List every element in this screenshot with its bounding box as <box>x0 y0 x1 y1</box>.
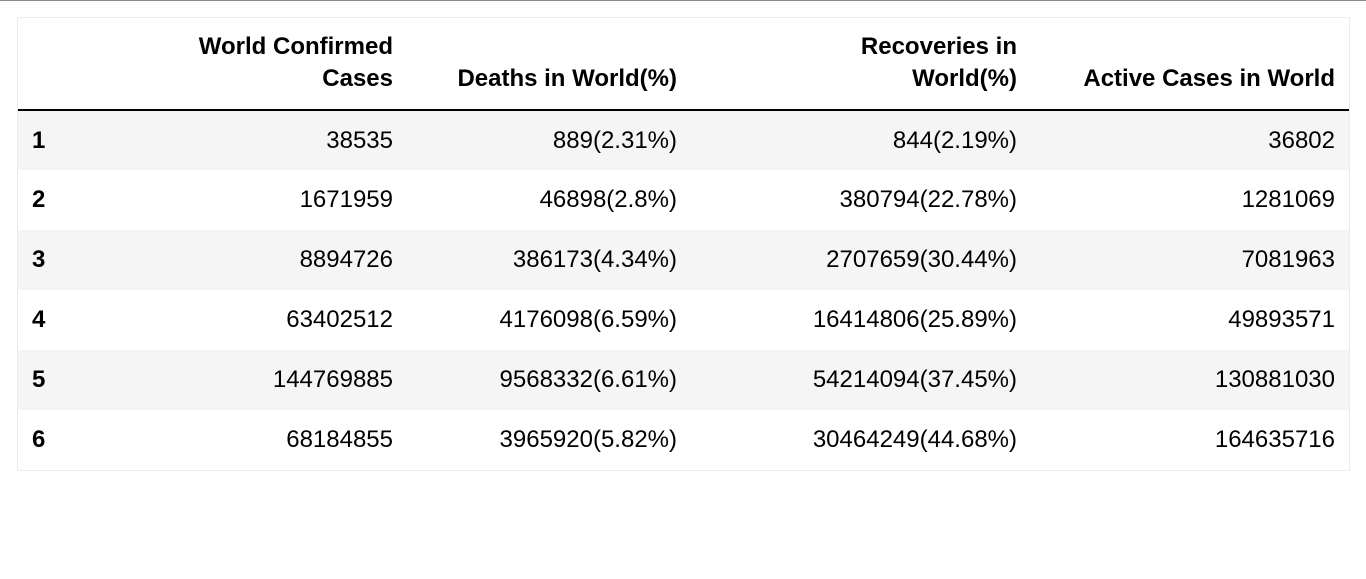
cell-deaths-in-world: 9568332(6.61%) <box>499 366 677 393</box>
window-top-border <box>0 0 1366 1</box>
cell-recoveries-in-world: 54214094(37.45%) <box>812 366 1017 393</box>
cell-world-confirmed-cases: 1671959 <box>299 186 393 213</box>
table-row: 5 144769885 9568332(6.61%) 54214094(37.4… <box>18 350 1349 410</box>
row-index: 5 <box>32 366 46 393</box>
row-index: 3 <box>32 246 46 273</box>
cell-world-confirmed-cases: 144769885 <box>272 366 393 393</box>
cell-world-confirmed-cases: 63402512 <box>286 306 393 333</box>
table-row: 1 38535 889(2.31%) 844(2.19%) 36802 <box>18 110 1349 170</box>
cell-recoveries-in-world: 844(2.19%) <box>892 126 1017 154</box>
cell-deaths-in-world: 46898(2.8%) <box>539 186 677 213</box>
cell-world-confirmed-cases: 38535 <box>326 126 393 154</box>
row-index: 4 <box>32 306 46 333</box>
row-index: 6 <box>32 426 46 453</box>
index-column-header <box>18 18 126 111</box>
dataframe-output: World Confirmed Cases Deaths in World(%)… <box>17 17 1350 471</box>
cell-deaths-in-world: 889(2.31%) <box>552 126 677 154</box>
cell-active-cases-in-world: 164635716 <box>1214 426 1335 453</box>
row-index: 2 <box>32 186 46 213</box>
cell-world-confirmed-cases: 8894726 <box>299 246 393 273</box>
world-cases-table: World Confirmed Cases Deaths in World(%)… <box>18 18 1349 470</box>
table-body: 1 38535 889(2.31%) 844(2.19%) 36802 2 16… <box>18 110 1349 470</box>
cell-active-cases-in-world: 36802 <box>1268 126 1335 154</box>
cell-active-cases-in-world: 7081963 <box>1241 246 1335 273</box>
cell-deaths-in-world: 3965920(5.82%) <box>499 426 677 453</box>
cell-active-cases-in-world: 1281069 <box>1241 186 1335 213</box>
cell-recoveries-in-world: 2707659(30.44%) <box>826 246 1017 273</box>
cell-active-cases-in-world: 49893571 <box>1228 306 1335 333</box>
cell-deaths-in-world: 4176098(6.59%) <box>499 306 677 333</box>
table-row: 3 8894726 386173(4.34%) 2707659(30.44%) … <box>18 230 1349 290</box>
cell-recoveries-in-world: 16414806(25.89%) <box>812 306 1017 333</box>
cell-recoveries-in-world: 30464249(44.68%) <box>812 426 1017 453</box>
cell-world-confirmed-cases: 68184855 <box>286 426 393 453</box>
column-header-world-confirmed-cases: World Confirmed Cases <box>126 18 407 111</box>
column-header-active-cases-in-world: Active Cases in World <box>1031 18 1349 111</box>
table-header: World Confirmed Cases Deaths in World(%)… <box>18 18 1349 111</box>
column-header-recoveries-in-world: Recoveries in World(%) <box>691 18 1031 111</box>
row-index: 1 <box>32 126 46 154</box>
table-row: 6 68184855 3965920(5.82%) 30464249(44.68… <box>18 410 1349 470</box>
cell-active-cases-in-world: 130881030 <box>1214 366 1335 393</box>
table-row: 2 1671959 46898(2.8%) 380794(22.78%) 128… <box>18 170 1349 230</box>
table-row: 4 63402512 4176098(6.59%) 16414806(25.89… <box>18 290 1349 350</box>
cell-deaths-in-world: 386173(4.34%) <box>512 246 677 273</box>
header-row: World Confirmed Cases Deaths in World(%)… <box>18 18 1349 111</box>
column-header-deaths-in-world: Deaths in World(%) <box>407 18 691 111</box>
cell-recoveries-in-world: 380794(22.78%) <box>839 186 1017 213</box>
